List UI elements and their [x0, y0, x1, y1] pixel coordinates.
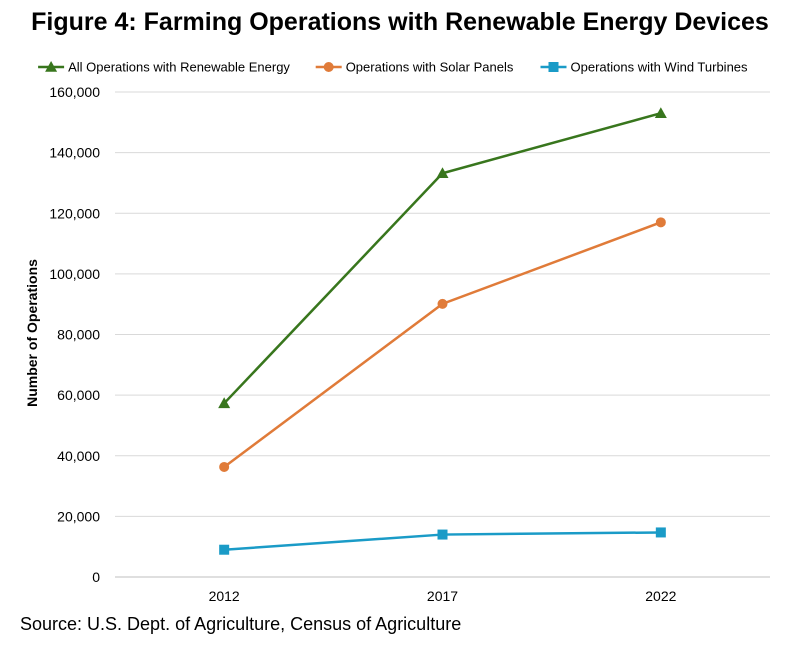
data-point: [218, 397, 231, 409]
data-point: [654, 107, 667, 119]
data-point: [655, 527, 666, 538]
legend: All Operations with Renewable Energy Oper…: [38, 60, 748, 75]
y-tick-label: 80,000: [57, 327, 100, 343]
y-tick-label: 20,000: [57, 508, 100, 524]
x-tick-label: 2017: [427, 588, 458, 604]
y-axis-label: Number of Operations: [24, 259, 40, 407]
y-tick-label: 40,000: [57, 448, 100, 464]
y-tick-label: 60,000: [57, 387, 100, 403]
series-markers: [218, 107, 667, 555]
gridlines: [115, 91, 770, 578]
legend-label: All Operations with Renewable Energy: [68, 60, 290, 75]
x-axis-ticks: 2012 2017 2022: [209, 588, 677, 604]
data-point: [436, 167, 449, 179]
x-tick-label: 2012: [209, 588, 240, 604]
data-point: [437, 529, 448, 540]
y-tick-label: 120,000: [49, 205, 100, 221]
line-chart: 0 20,000 40,000 60,000 80,000 100,000 120,000 1…: [24, 60, 770, 604]
data-point: [219, 544, 230, 555]
legend-marker: [45, 61, 58, 72]
x-tick-label: 2022: [645, 588, 676, 604]
series-line-2: [223, 221, 662, 468]
y-axis-ticks: 0 20,000 40,000 60,000 80,000 100,000 120,000 1…: [49, 84, 100, 585]
series-line-1: [223, 112, 662, 405]
legend-marker: [323, 62, 334, 72]
y-tick-label: 100,000: [49, 266, 100, 282]
legend-label: Operations with Solar Panels: [346, 60, 514, 75]
y-tick-label: 140,000: [49, 145, 100, 161]
y-tick-label: 0: [92, 569, 100, 585]
y-tick-label: 160,000: [49, 84, 100, 100]
legend-marker: [548, 62, 559, 72]
chart-title: Figure 4: Farming Operations with Renewa…: [31, 8, 769, 36]
data-point: [655, 217, 666, 228]
legend-label: Operations with Wind Turbines: [571, 60, 749, 75]
series-lines: [223, 112, 662, 551]
source-note: Source: U.S. Dept. of Agriculture, Censu…: [20, 614, 462, 634]
data-point: [437, 298, 448, 309]
data-point: [219, 461, 230, 472]
